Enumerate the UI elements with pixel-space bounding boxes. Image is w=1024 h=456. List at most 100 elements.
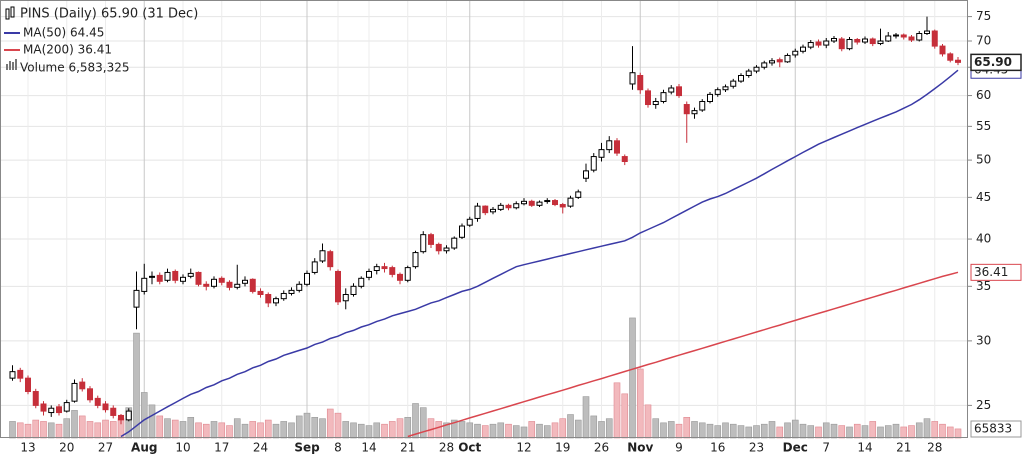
y-tick-label: 55 <box>976 119 991 133</box>
candle-body <box>621 156 628 163</box>
candle-body <box>304 272 310 285</box>
volume-bar <box>78 415 86 439</box>
volume-bar <box>815 426 822 439</box>
volume-bar <box>226 425 233 439</box>
candle-body <box>784 54 791 63</box>
volume-bar <box>675 423 683 439</box>
volume-bar <box>179 421 187 439</box>
candle-body <box>404 267 411 281</box>
candle-body <box>699 101 706 111</box>
volume-bar <box>233 418 241 439</box>
x-tick-label: 19 <box>555 441 570 455</box>
candle-body <box>17 369 24 379</box>
volume-bar <box>156 415 164 439</box>
volume-bar <box>915 422 923 439</box>
candle-body <box>900 34 907 38</box>
volume-bar <box>47 422 55 439</box>
candle-body <box>327 251 334 268</box>
legend-icon <box>6 64 8 70</box>
volume-bar <box>24 423 32 439</box>
volume-bar <box>900 426 908 439</box>
volume-bar <box>551 422 559 439</box>
x-tick-label: 7 <box>822 441 830 455</box>
volume-bar <box>102 419 109 439</box>
x-tick-label: 23 <box>749 441 764 455</box>
volume-bar <box>884 425 892 439</box>
candle-body <box>79 381 86 390</box>
candle-body <box>311 261 318 273</box>
volume-bar <box>148 404 156 439</box>
candle-body <box>761 62 768 68</box>
candle-body <box>862 38 868 43</box>
candle-body <box>707 93 713 103</box>
candle-body <box>544 200 551 203</box>
volume-bar <box>241 423 249 439</box>
candle-body <box>25 377 31 393</box>
volume-bar <box>768 421 776 439</box>
candle-body <box>335 270 341 303</box>
candle-body <box>490 208 496 213</box>
x-tick-label: 21 <box>896 441 911 455</box>
legend: PINS (Daily) 65.90 (31 Dec) MA(50) 64.45… <box>4 6 198 75</box>
candle-body <box>350 285 357 296</box>
x-tick-label: 13 <box>20 441 35 455</box>
candle-body <box>668 87 675 93</box>
volume-bar <box>629 317 636 439</box>
volume-bar <box>574 419 582 439</box>
volume-bar <box>381 423 388 439</box>
y-tick-label: 25 <box>976 398 991 412</box>
volume-bar <box>505 423 512 439</box>
x-tick-label: Nov <box>627 441 653 455</box>
candle-body <box>753 66 760 72</box>
candle-body <box>172 270 179 281</box>
candle-body <box>71 382 78 402</box>
y-tick-label: 45 <box>976 190 991 204</box>
volume-bar <box>9 421 16 439</box>
candle-body <box>56 406 62 414</box>
legend-icon <box>5 8 10 20</box>
candle-body <box>939 45 946 55</box>
candle-body <box>94 397 101 406</box>
volume-bar <box>543 425 551 439</box>
y-tick-label: 75 <box>976 9 991 23</box>
candle-body <box>745 70 752 76</box>
candle-body <box>265 294 272 304</box>
volume-bar <box>295 415 303 439</box>
legend-icon <box>15 59 17 70</box>
volume-bar <box>745 426 753 439</box>
candle-body <box>730 80 737 87</box>
candle-body <box>590 156 597 171</box>
candle-body <box>482 205 489 214</box>
candle-body <box>451 237 458 249</box>
volume-bar <box>528 421 536 439</box>
value-box-label: 65.90 <box>974 55 1012 69</box>
candle-body <box>893 34 899 37</box>
chart-title: PINS (Daily) 65.90 (31 Dec) <box>20 7 198 22</box>
candle-body <box>319 250 326 262</box>
candle-body <box>195 271 202 285</box>
candle-body <box>32 391 39 406</box>
value-box <box>970 53 1022 72</box>
candle-body <box>869 38 876 45</box>
volume-bar <box>869 421 877 439</box>
volume-bar <box>435 421 443 439</box>
volume-bar <box>567 414 574 439</box>
volume-bar <box>660 422 667 439</box>
volume-bar <box>489 423 497 439</box>
candle-body <box>583 170 589 179</box>
value-box-label: 36.41 <box>974 265 1008 279</box>
volume-bar <box>931 421 939 439</box>
candle-body <box>769 60 775 64</box>
candle-body <box>885 35 892 42</box>
x-tick-label: 8 <box>334 441 342 455</box>
candle-body <box>823 40 830 46</box>
volume-bar <box>109 421 117 439</box>
x-tick-label: Aug <box>131 441 157 455</box>
candle-body <box>614 140 620 154</box>
x-tick-label: 9 <box>675 441 683 455</box>
candle-body <box>428 234 434 245</box>
x-tick-label: Sep <box>294 441 320 455</box>
volume-bar <box>822 422 830 439</box>
volume-bar <box>877 426 884 439</box>
